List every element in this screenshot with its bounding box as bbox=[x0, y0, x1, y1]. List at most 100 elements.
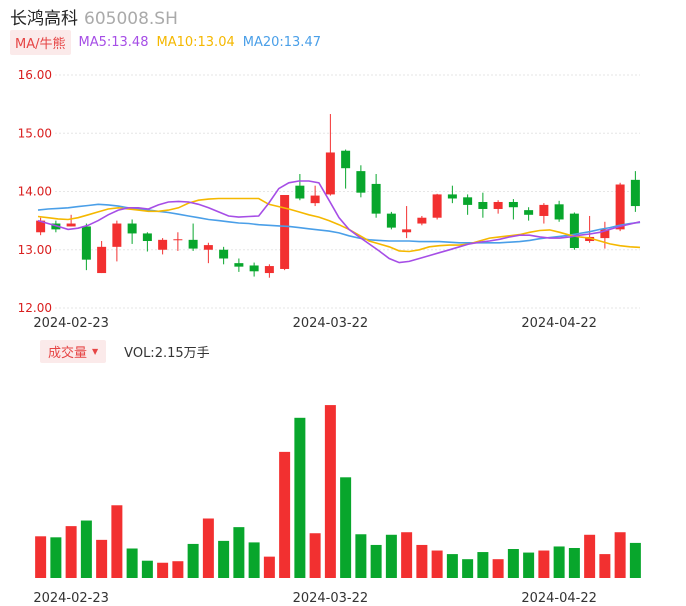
volume-bar bbox=[446, 554, 458, 578]
candle-body bbox=[539, 204, 549, 216]
date-tick-label: 2024-03-22 bbox=[293, 316, 369, 331]
volume-bar bbox=[629, 542, 641, 578]
volume-bar bbox=[202, 518, 214, 578]
stock-name: 长鸿高科 bbox=[10, 9, 78, 29]
volume-bar bbox=[111, 505, 123, 578]
ma5-line bbox=[37, 180, 641, 264]
ma-indicator-selector[interactable]: MA/牛熊 bbox=[10, 29, 71, 55]
volume-bar bbox=[263, 556, 275, 578]
volume-bar bbox=[416, 544, 428, 578]
volume-bar bbox=[126, 548, 138, 578]
price-tick-label: 14.00 bbox=[18, 185, 52, 199]
candle-body bbox=[569, 213, 579, 249]
candle-body bbox=[127, 223, 137, 234]
volume-bar bbox=[584, 534, 596, 578]
candle-body bbox=[585, 236, 595, 242]
price-tick-label: 12.00 bbox=[18, 301, 52, 315]
volume-bar bbox=[538, 550, 550, 578]
candle-body bbox=[371, 183, 381, 214]
candle-body bbox=[341, 150, 351, 169]
volume-bar bbox=[462, 559, 474, 578]
volume-bar bbox=[65, 526, 77, 578]
volume-bar bbox=[233, 527, 245, 578]
volume-bar bbox=[35, 536, 47, 578]
volume-bar bbox=[492, 559, 504, 578]
candle-body bbox=[417, 217, 427, 224]
volume-bar bbox=[96, 539, 108, 578]
candle-body bbox=[447, 194, 457, 199]
candle-body bbox=[402, 229, 412, 233]
candle-body bbox=[264, 266, 274, 274]
ma-legend: MA/牛熊 MA5:13.48 MA10:13.04 MA20:13.47 bbox=[10, 29, 321, 55]
candle-body bbox=[325, 152, 335, 195]
volume-indicator-selector[interactable]: 成交量 ▼ bbox=[40, 339, 107, 363]
ma20-line bbox=[37, 203, 641, 244]
stock-header: 长鸿高科 605008.SH bbox=[10, 4, 178, 29]
candle-body bbox=[493, 201, 503, 209]
candle-body bbox=[630, 179, 640, 207]
candle-body bbox=[173, 239, 183, 241]
volume-bar bbox=[309, 533, 321, 578]
caret-down-icon: ▼ bbox=[92, 346, 99, 356]
candle-body bbox=[112, 223, 122, 247]
volume-bar bbox=[294, 417, 306, 578]
stock-code: 605008.SH bbox=[84, 9, 178, 29]
candle-body bbox=[386, 213, 396, 228]
volume-legend: 成交量 ▼ VOL:2.15万手 bbox=[40, 339, 210, 363]
candle-body bbox=[203, 245, 213, 250]
candle-body bbox=[219, 249, 229, 259]
date-tick-label: 2024-04-22 bbox=[521, 591, 597, 606]
price-tick-label: 13.00 bbox=[18, 243, 52, 257]
candle-body bbox=[554, 204, 564, 220]
volume-bar bbox=[187, 543, 199, 578]
volume-bar bbox=[614, 532, 626, 578]
candle-body bbox=[249, 265, 259, 272]
volume-bar bbox=[172, 561, 184, 578]
volume-bar bbox=[553, 546, 565, 578]
candle-body bbox=[280, 194, 290, 269]
date-tick-label: 2024-04-22 bbox=[521, 316, 597, 331]
volume-bar bbox=[401, 532, 413, 578]
volume-bar bbox=[507, 549, 519, 578]
candle-body bbox=[36, 220, 46, 233]
candle-body bbox=[524, 210, 534, 215]
volume-bar bbox=[385, 534, 397, 578]
volume-bar bbox=[599, 554, 611, 578]
price-tick-label: 16.00 bbox=[18, 68, 52, 82]
candle-body bbox=[463, 197, 473, 205]
candle-body bbox=[615, 184, 625, 230]
volume-bar bbox=[431, 550, 443, 578]
candle-body bbox=[97, 246, 107, 274]
candle-body bbox=[310, 195, 320, 204]
volume-bar bbox=[218, 540, 230, 578]
date-tick-label: 2024-02-23 bbox=[33, 591, 109, 606]
ma20-legend: MA20:13.47 bbox=[242, 34, 321, 50]
volume-bar bbox=[370, 544, 382, 578]
volume-bar bbox=[340, 477, 352, 578]
ma5-legend: MA5:13.48 bbox=[78, 34, 149, 50]
volume-bar bbox=[477, 552, 489, 578]
price-tick-label: 15.00 bbox=[18, 126, 52, 140]
candle-body bbox=[66, 223, 76, 227]
volume-label: 成交量 bbox=[48, 345, 88, 361]
ma10-line bbox=[37, 197, 641, 253]
volume-bar bbox=[80, 520, 92, 578]
volume-bar bbox=[157, 562, 169, 578]
candle-body bbox=[508, 201, 518, 208]
volume-bar bbox=[355, 534, 367, 578]
volume-bar bbox=[523, 552, 535, 578]
volume-bar bbox=[50, 537, 62, 578]
volume-bar bbox=[248, 542, 260, 578]
candle-body bbox=[234, 263, 244, 267]
candle-body bbox=[432, 194, 442, 218]
candle-body bbox=[142, 233, 152, 242]
candle-body bbox=[600, 229, 610, 239]
ma10-legend: MA10:13.04 bbox=[156, 34, 235, 50]
volume-bar bbox=[324, 405, 336, 578]
candle-body bbox=[295, 185, 305, 199]
candle-body bbox=[158, 239, 168, 250]
date-tick-label: 2024-03-22 bbox=[293, 591, 369, 606]
candle-body bbox=[188, 239, 198, 249]
candle-body bbox=[356, 171, 366, 193]
